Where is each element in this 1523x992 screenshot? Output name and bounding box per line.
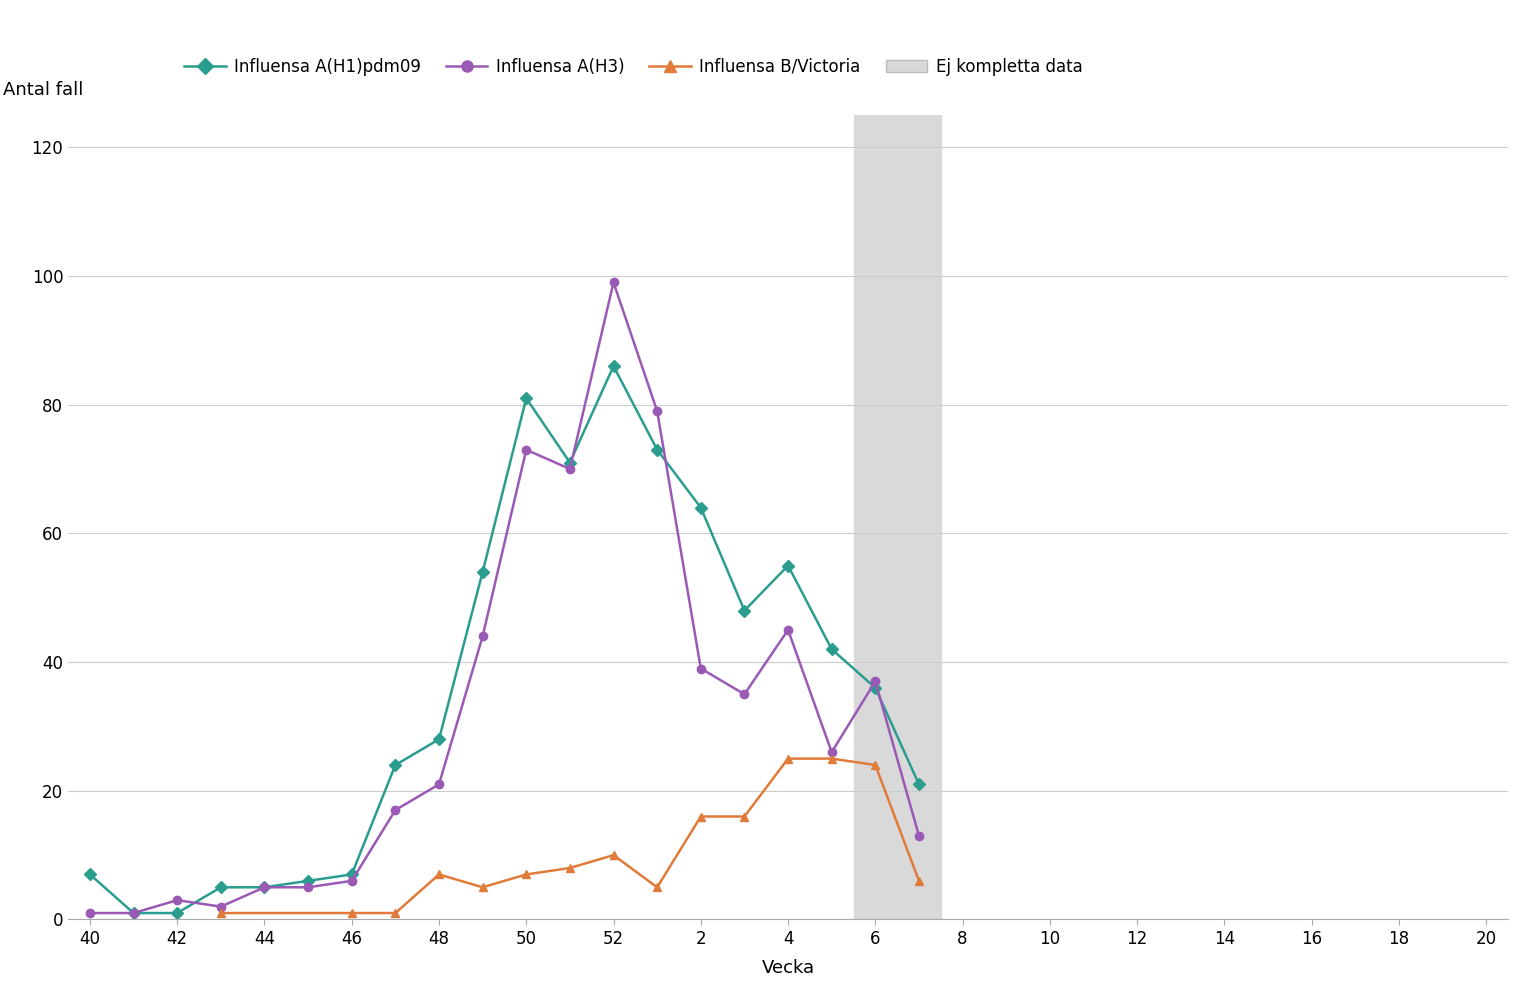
Influensa B/Victoria bbox=[778, 753, 797, 765]
Influensa B/Victoria bbox=[867, 759, 885, 771]
Influensa A(H3) bbox=[647, 405, 666, 417]
Influensa A(H1)pdm09 bbox=[822, 643, 841, 655]
Influensa A(H3) bbox=[560, 463, 579, 475]
Influensa A(H1)pdm09 bbox=[560, 456, 579, 468]
Influensa B/Victoria bbox=[474, 881, 492, 893]
Influensa A(H1)pdm09 bbox=[867, 682, 885, 693]
Influensa A(H1)pdm09 bbox=[518, 392, 536, 404]
Influensa A(H1)pdm09 bbox=[343, 868, 361, 880]
Influensa A(H3) bbox=[909, 830, 928, 842]
Line: Influensa A(H1)pdm09: Influensa A(H1)pdm09 bbox=[85, 362, 923, 918]
Influensa A(H1)pdm09 bbox=[909, 779, 928, 791]
Influensa A(H3) bbox=[299, 881, 317, 893]
Influensa A(H3) bbox=[867, 676, 885, 687]
Influensa A(H3) bbox=[691, 663, 710, 675]
Legend: Influensa A(H1)pdm09, Influensa A(H3), Influensa B/Victoria, Ej kompletta data: Influensa A(H1)pdm09, Influensa A(H3), I… bbox=[177, 51, 1089, 82]
Influensa B/Victoria bbox=[736, 810, 754, 822]
Influensa A(H1)pdm09 bbox=[429, 733, 448, 745]
Influensa A(H3) bbox=[256, 881, 274, 893]
Influensa B/Victoria bbox=[212, 907, 230, 919]
Influensa A(H3) bbox=[387, 805, 405, 816]
Influensa A(H3) bbox=[474, 630, 492, 642]
Influensa A(H1)pdm09 bbox=[778, 559, 797, 571]
Influensa A(H3) bbox=[605, 277, 623, 289]
Influensa A(H3) bbox=[429, 779, 448, 791]
Influensa A(H3) bbox=[212, 901, 230, 913]
Influensa B/Victoria bbox=[909, 875, 928, 887]
Influensa A(H1)pdm09 bbox=[81, 868, 99, 880]
Influensa B/Victoria bbox=[387, 907, 405, 919]
Influensa B/Victoria bbox=[343, 907, 361, 919]
Influensa A(H1)pdm09 bbox=[691, 502, 710, 514]
Influensa A(H3) bbox=[168, 894, 186, 906]
Influensa B/Victoria bbox=[605, 849, 623, 861]
Line: Influensa A(H3): Influensa A(H3) bbox=[85, 278, 923, 918]
Influensa A(H1)pdm09 bbox=[387, 759, 405, 771]
Influensa A(H1)pdm09 bbox=[299, 875, 317, 887]
Influensa B/Victoria bbox=[822, 753, 841, 765]
Influensa A(H1)pdm09 bbox=[736, 605, 754, 617]
Influensa A(H3) bbox=[736, 688, 754, 700]
X-axis label: Vecka: Vecka bbox=[762, 959, 815, 977]
Influensa B/Victoria bbox=[429, 868, 448, 880]
Influensa B/Victoria bbox=[518, 868, 536, 880]
Line: Influensa B/Victoria: Influensa B/Victoria bbox=[216, 755, 923, 918]
Y-axis label: Antal fall: Antal fall bbox=[3, 81, 84, 99]
Influensa A(H3) bbox=[125, 907, 143, 919]
Influensa A(H3) bbox=[822, 746, 841, 758]
Influensa B/Victoria bbox=[560, 862, 579, 874]
Influensa A(H3) bbox=[343, 875, 361, 887]
Influensa A(H3) bbox=[81, 907, 99, 919]
Influensa A(H3) bbox=[778, 624, 797, 636]
Influensa A(H3) bbox=[518, 443, 536, 455]
Influensa A(H1)pdm09 bbox=[647, 443, 666, 455]
Influensa A(H1)pdm09 bbox=[125, 907, 143, 919]
Influensa A(H1)pdm09 bbox=[256, 881, 274, 893]
Bar bbox=[853, 115, 941, 920]
Influensa A(H1)pdm09 bbox=[474, 566, 492, 578]
Influensa A(H1)pdm09 bbox=[605, 360, 623, 372]
Influensa A(H1)pdm09 bbox=[168, 907, 186, 919]
Influensa B/Victoria bbox=[647, 881, 666, 893]
Influensa B/Victoria bbox=[691, 810, 710, 822]
Influensa A(H1)pdm09 bbox=[212, 881, 230, 893]
